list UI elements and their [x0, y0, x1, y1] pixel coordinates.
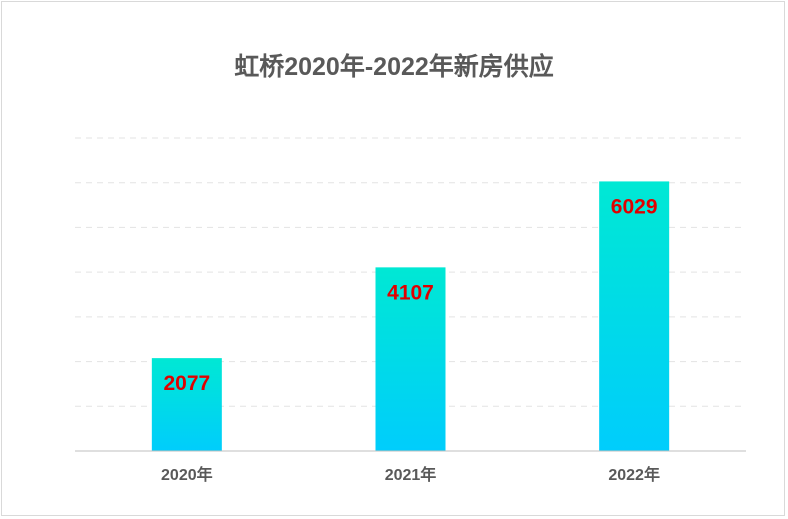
bar-value-label: 4107 [387, 281, 434, 304]
x-tick-label: 2021年 [385, 465, 437, 484]
x-tick-label: 2020年 [161, 465, 213, 484]
bar-1 [151, 358, 222, 451]
bars: 2077 4107 6029 [151, 181, 670, 451]
chart-title: 虹桥2020年-2022年新房供应 [234, 52, 554, 81]
bar-value-label: 6029 [611, 195, 658, 218]
bar-value-label: 2077 [163, 372, 210, 395]
bar-3 [599, 181, 670, 451]
x-tick-labels: 2020年 2021年 2022年 [161, 465, 660, 484]
x-tick-label: 2022年 [608, 465, 660, 484]
bar-2 [375, 267, 446, 451]
